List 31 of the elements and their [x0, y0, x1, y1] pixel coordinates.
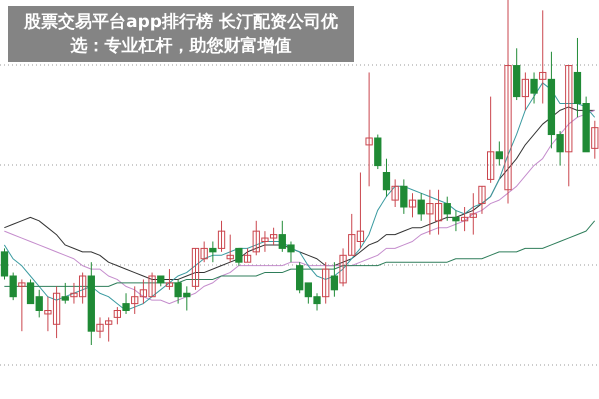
- text: 股票交易平台app排行榜 长汀配资公司优选：专业杠杆，助您财富增值: [22, 11, 339, 58]
- candlestick: [209, 241, 216, 263]
- candlestick: [166, 268, 174, 290]
- candlestick: [478, 186, 486, 214]
- candlestick: [365, 72, 373, 187]
- candlestick: [400, 178, 408, 214]
- candlestick: [408, 192, 416, 218]
- candlestick: [565, 65, 572, 187]
- candlestick: [418, 192, 425, 222]
- candlestick: [226, 234, 234, 263]
- candlestick: [530, 72, 538, 104]
- candlestick: [18, 278, 26, 332]
- candlestick: [122, 292, 130, 314]
- candlestick: [504, 0, 512, 204]
- candlestick: [496, 140, 503, 166]
- candlestick: [322, 262, 330, 304]
- candlestick: [539, 10, 546, 104]
- candlestick: [591, 120, 598, 160]
- candlestick: [114, 306, 122, 325]
- candlestick: [486, 96, 494, 184]
- candlestick: [235, 248, 243, 266]
- candlestick: [157, 276, 164, 287]
- candlestick: [218, 220, 226, 252]
- candlestick: [522, 72, 530, 111]
- candlestick: [452, 210, 460, 232]
- candlestick: [62, 282, 69, 304]
- candlestick: [444, 196, 451, 222]
- candlestick: [392, 178, 399, 208]
- candlestick: [330, 262, 338, 298]
- candlestick: [244, 248, 252, 263]
- candlestick: [382, 158, 390, 198]
